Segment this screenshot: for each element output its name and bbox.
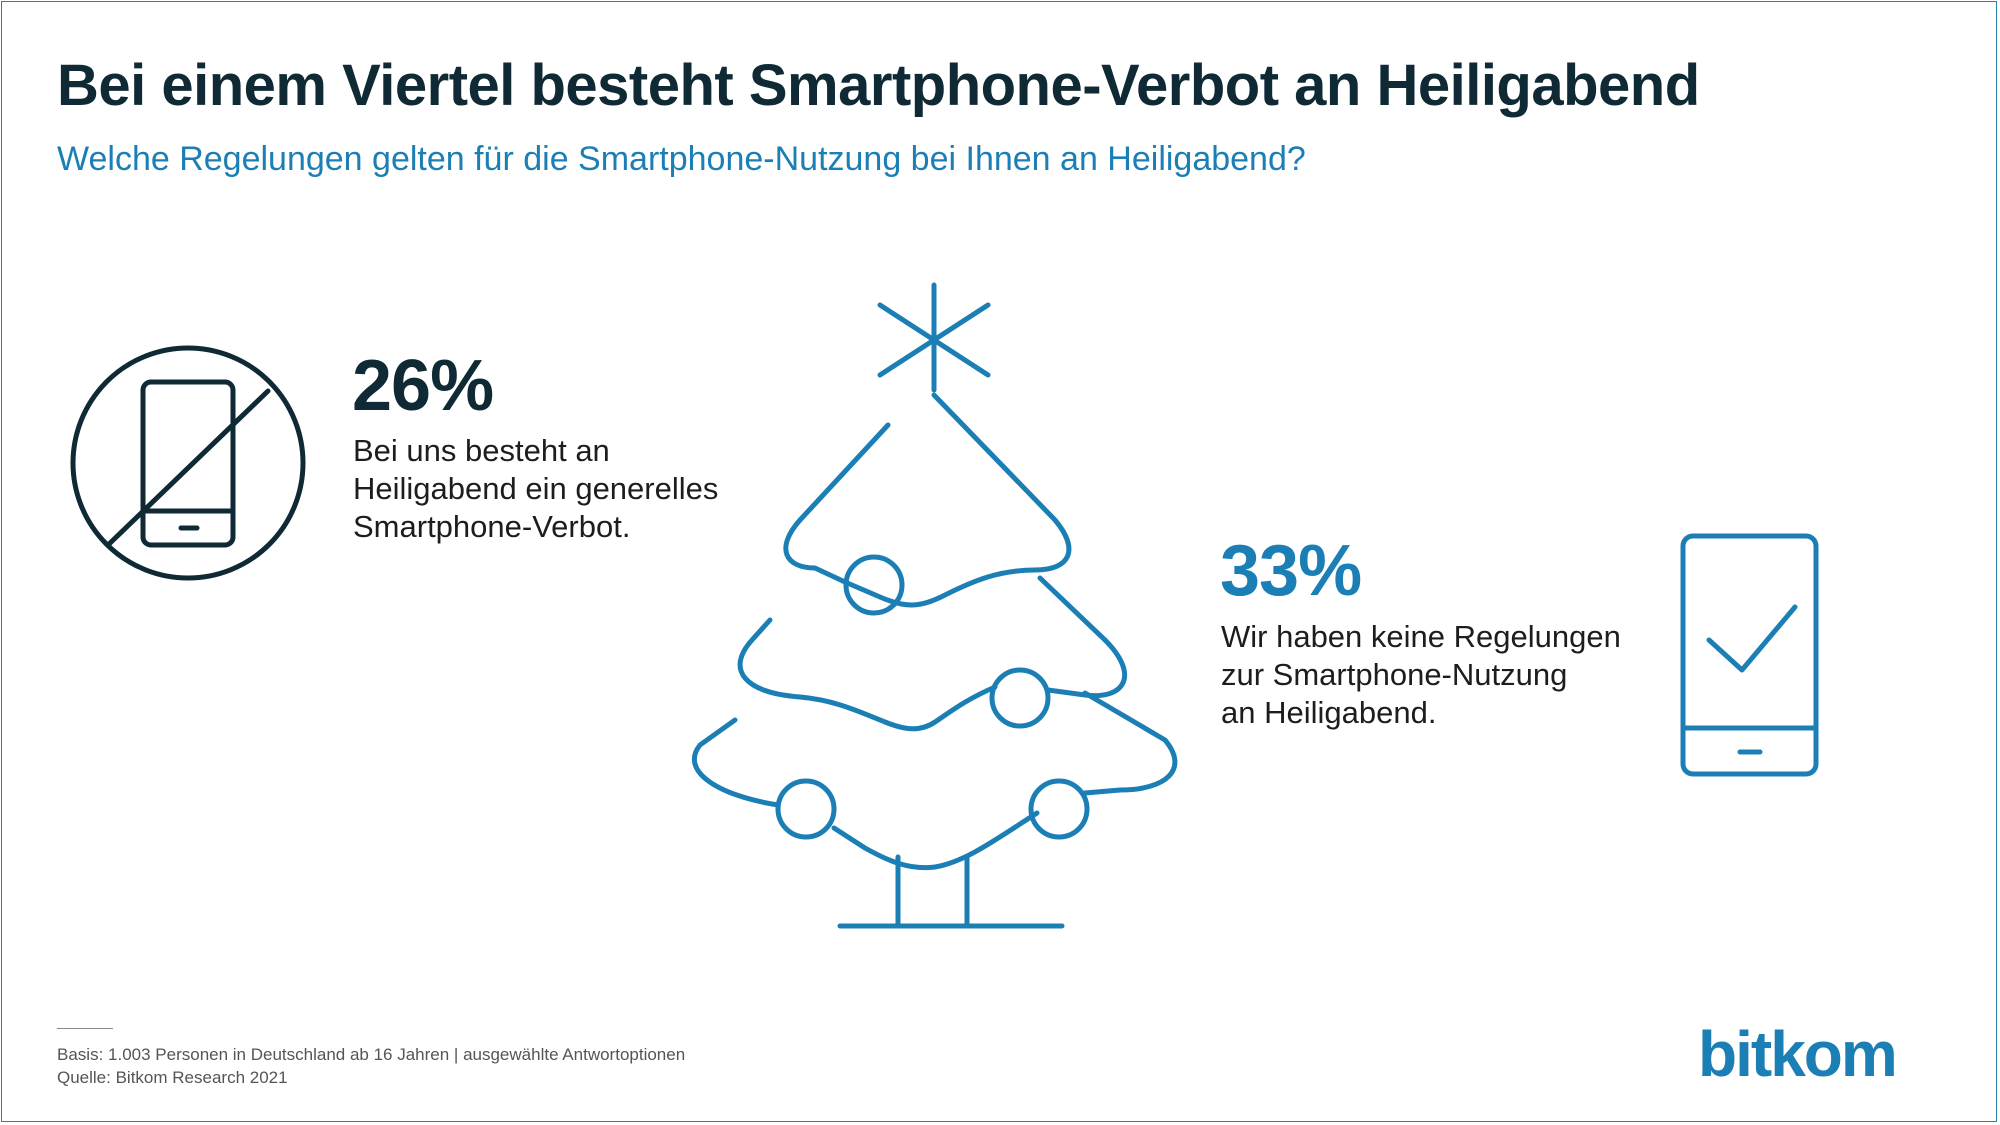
footnote-source: Quelle: Bitkom Research 2021	[57, 1068, 288, 1087]
smartphone-check-icon	[1680, 533, 1819, 777]
no-smartphone-icon	[70, 345, 306, 581]
stat-text-ban-line: Heiligabend ein generelles	[353, 471, 719, 506]
stat-text-none: Wir haben keine Regelungen zur Smartphon…	[1221, 618, 1621, 732]
stat-text-none-line: zur Smartphone-Nutzung	[1221, 657, 1568, 692]
footer-divider	[57, 1028, 113, 1029]
christmas-tree-icon	[691, 282, 1178, 929]
stat-text-ban: Bei uns besteht an Heiligabend ein gener…	[353, 432, 718, 546]
chart-title: Bei einem Viertel besteht Smartphone-Ver…	[57, 53, 1700, 118]
bitkom-logo: bitkom	[1698, 1018, 1898, 1090]
chart-subtitle: Welche Regelungen gelten für die Smartph…	[57, 140, 1306, 178]
stat-text-none-line: an Heiligabend.	[1221, 695, 1437, 730]
stat-text-none-line: Wir haben keine Regelungen	[1221, 619, 1621, 654]
stat-value-none: 33%	[1220, 531, 1362, 611]
stat-text-ban-line: Bei uns besteht an	[353, 433, 610, 468]
stat-text-ban-line: Smartphone-Verbot.	[353, 509, 631, 544]
stat-value-ban: 26%	[352, 346, 494, 426]
footnote-basis: Basis: 1.003 Personen in Deutschland ab …	[57, 1045, 686, 1064]
